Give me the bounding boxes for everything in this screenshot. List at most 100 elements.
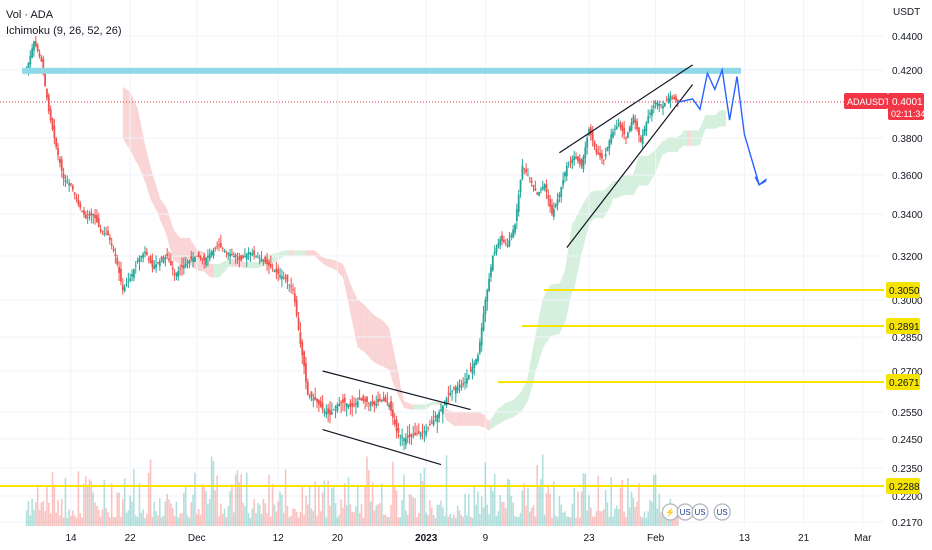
cloud-segment <box>378 317 380 366</box>
cloud-segment <box>176 233 179 264</box>
volume-bar <box>288 517 291 526</box>
candle-body <box>412 435 415 437</box>
volume-bar <box>295 511 298 526</box>
volume-bar <box>97 510 100 526</box>
candle-body <box>266 259 268 264</box>
currency-label[interactable]: USDT <box>893 7 921 18</box>
cloud-segment <box>546 288 549 343</box>
volume-bar <box>514 516 516 526</box>
candle-body <box>641 135 644 145</box>
volume-bar <box>486 504 489 526</box>
volume-bar <box>351 511 353 526</box>
projection-arrowhead <box>754 176 767 186</box>
volume-bar <box>312 511 315 526</box>
volume-bar <box>57 500 59 526</box>
cloud-segment <box>711 114 713 129</box>
candle-body <box>377 399 379 403</box>
volume-bar <box>192 494 194 526</box>
volume-bar <box>140 512 143 526</box>
cloud-segment <box>339 262 342 276</box>
cloud-segment <box>474 411 477 426</box>
candle-body <box>221 248 224 249</box>
volume-bar <box>593 516 596 526</box>
candle-body <box>36 45 39 52</box>
candle-body <box>475 359 478 365</box>
time-tick-label: Dec <box>188 533 206 544</box>
candle-body <box>306 382 309 395</box>
volume-bar <box>157 515 159 526</box>
candle-body <box>218 244 220 246</box>
cloud-segment <box>367 307 369 357</box>
candle-body <box>140 256 143 258</box>
candle-body <box>229 253 231 257</box>
volume-bar <box>640 516 642 526</box>
volume-bar <box>399 517 402 526</box>
candle-body <box>114 253 117 256</box>
candle-body <box>212 250 215 256</box>
volume-bar <box>430 507 433 526</box>
volume-bar <box>597 475 600 526</box>
volume-bar <box>122 499 124 526</box>
candle-body <box>347 404 350 408</box>
cloud-segment <box>220 262 223 276</box>
candle-body <box>599 152 601 157</box>
volume-bar <box>25 510 28 526</box>
volume-bar <box>445 455 448 526</box>
candle-body <box>414 432 416 435</box>
level-price-label: 0.3050 <box>889 286 920 297</box>
candle-body <box>123 287 126 292</box>
volume-bar <box>216 475 218 526</box>
cloud-segment <box>459 411 462 426</box>
cloud-segment <box>148 159 151 200</box>
cloud-segment <box>544 291 547 345</box>
cloud-segment <box>496 408 499 426</box>
cloud-segment <box>405 401 408 409</box>
candle-body <box>308 395 311 397</box>
volume-bar <box>477 491 479 526</box>
candle-body <box>527 175 529 177</box>
cloud-segment <box>448 409 451 424</box>
candle-body <box>329 409 331 415</box>
volume-bar <box>345 504 348 526</box>
candle-body <box>44 72 46 87</box>
cloud-segment <box>642 155 645 186</box>
candle-body <box>506 245 509 247</box>
volume-bar <box>194 472 196 526</box>
cloud-segment <box>455 411 458 426</box>
cloud-segment <box>592 190 595 220</box>
volume-bar <box>405 510 407 526</box>
volume-bar <box>336 517 339 526</box>
candle-body <box>410 433 413 437</box>
level-price-tag <box>886 478 920 494</box>
volume-bar <box>658 493 661 526</box>
time-tick-label: 14 <box>65 533 77 544</box>
volume-bar <box>578 517 581 526</box>
volume-bar <box>473 486 476 526</box>
volume-bar <box>123 478 126 526</box>
candle-body <box>532 184 535 187</box>
cloud-segment <box>304 250 306 256</box>
cloud-segment <box>152 173 155 207</box>
volume-bar <box>599 511 601 526</box>
volume-bar <box>360 504 363 526</box>
candle-body <box>195 255 198 257</box>
volume-bar <box>36 487 39 526</box>
cloud-segment <box>291 250 293 256</box>
volume-bar <box>560 504 563 526</box>
candle-body <box>632 116 635 123</box>
candle-body <box>484 300 487 315</box>
price-tick-label: 0.2350 <box>892 464 923 475</box>
volume-bar <box>340 499 342 526</box>
cloud-segment <box>550 284 552 338</box>
candle-body <box>395 419 398 431</box>
cloud-segment <box>670 137 673 152</box>
event-icon-label: US <box>694 508 705 517</box>
candle-body <box>408 434 411 437</box>
cloud-segment <box>154 179 157 210</box>
cloud-segment <box>272 253 275 264</box>
cloud-segment <box>600 190 602 219</box>
candle-body <box>486 290 489 302</box>
volume-bar <box>92 492 94 526</box>
volume-bar <box>227 506 230 526</box>
